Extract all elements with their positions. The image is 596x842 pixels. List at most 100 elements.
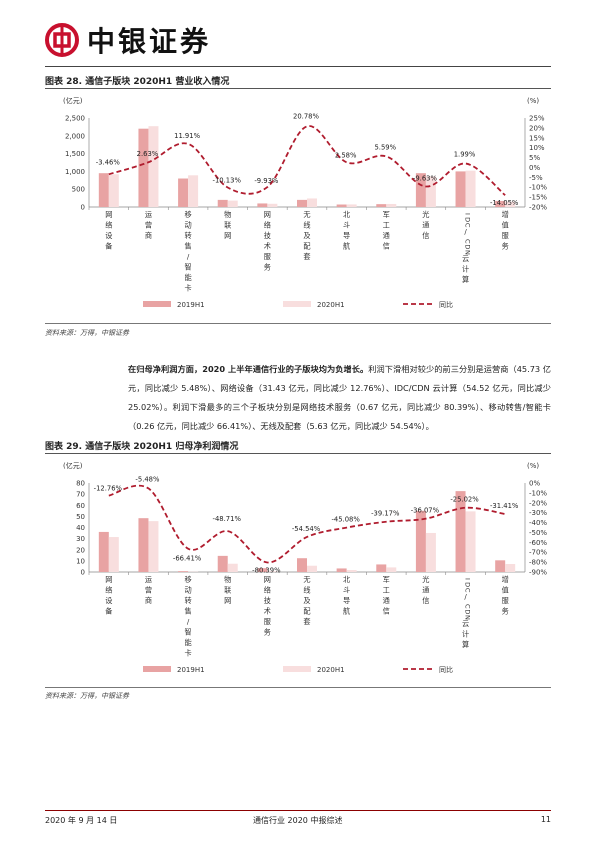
left-axis-unit: (亿元) bbox=[63, 96, 83, 105]
category-label-char: 转 bbox=[184, 231, 191, 240]
bar-2020h1 bbox=[227, 563, 238, 572]
bar-2019h1 bbox=[138, 128, 149, 207]
bar-2019h1 bbox=[297, 199, 307, 207]
right-tick-label: -50% bbox=[529, 529, 547, 537]
bar-2020h1 bbox=[465, 170, 476, 207]
category-label-char: 光 bbox=[422, 575, 429, 584]
paragraph-body: 利润下滑相对较少的前三分别是运营商（45.73 亿元，同比减少 5.48%）、网… bbox=[128, 364, 551, 431]
yoy-data-label: -31.41% bbox=[490, 502, 519, 510]
legend-label-2020h1: 2020H1 bbox=[317, 666, 345, 674]
category-label-char: 无 bbox=[303, 575, 310, 584]
bar-2020h1 bbox=[346, 570, 357, 572]
category-label-char: 通 bbox=[383, 231, 390, 240]
category-label-char: 网 bbox=[224, 596, 231, 605]
figure-28-chart: (亿元) (%) 0 500 1,000 1,500 2,000 2,500 -20% -15% -… bbox=[63, 96, 547, 309]
bar-2019h1 bbox=[415, 510, 426, 572]
legend-swatch-2020h1 bbox=[283, 666, 311, 672]
left-tick-label: 0 bbox=[81, 204, 85, 212]
category-label-char: 络 bbox=[105, 586, 112, 595]
category-label-char: 商 bbox=[145, 231, 152, 240]
legend-label-2020h1: 2020H1 bbox=[317, 301, 345, 309]
right-tick-label: -70% bbox=[529, 549, 547, 557]
category-label-char: 航 bbox=[343, 242, 350, 251]
category-label-char: 服 bbox=[264, 617, 271, 626]
right-tick-label: -20% bbox=[529, 499, 547, 507]
category-label-char: 智 bbox=[184, 628, 191, 637]
right-tick-label: -90% bbox=[529, 569, 547, 577]
yoy-data-label: 2.58% bbox=[335, 151, 357, 159]
category-label-char: 售 bbox=[184, 242, 191, 251]
left-tick-label: 40 bbox=[76, 524, 85, 532]
category-label-char: D bbox=[464, 244, 472, 249]
left-tick-label: 1,000 bbox=[65, 168, 85, 176]
left-tick-label: 20 bbox=[76, 546, 85, 554]
category-label-char: 运 bbox=[145, 575, 152, 584]
paragraph-lead: 在归母净利润方面，2020 上半年通信行业的子版块均为负增长。 bbox=[128, 364, 369, 374]
category-label-char: 增 bbox=[502, 575, 509, 584]
category-label-char: 斗 bbox=[343, 586, 350, 595]
category-label-char: 物 bbox=[224, 210, 231, 219]
right-tick-label: 20% bbox=[529, 124, 545, 132]
bar-2020h1 bbox=[108, 174, 119, 207]
bar-2020h1 bbox=[227, 200, 238, 207]
category-label-char: 网 bbox=[224, 231, 231, 240]
category-label-char: 设 bbox=[105, 596, 112, 605]
left-tick-label: 500 bbox=[72, 186, 85, 194]
bar-2019h1 bbox=[257, 203, 268, 207]
bar-2019h1 bbox=[98, 173, 109, 207]
right-tick-label: 5% bbox=[529, 154, 540, 162]
bar-2019h1 bbox=[336, 204, 347, 207]
category-label-char: 联 bbox=[224, 221, 231, 230]
figure-29-title: 图表 29. 通信子版块 2020H1 归母净利润情况 bbox=[45, 442, 239, 452]
yoy-data-label: 5.59% bbox=[374, 143, 396, 151]
left-tick-label: 2,000 bbox=[65, 132, 85, 140]
yoy-data-label: -9.93% bbox=[254, 177, 279, 185]
legend-swatch-2019h1 bbox=[143, 301, 171, 307]
bar-2019h1 bbox=[455, 171, 466, 207]
left-tick-label: 1,500 bbox=[65, 150, 85, 158]
bar-2020h1 bbox=[148, 521, 159, 572]
bar-2019h1 bbox=[217, 199, 228, 207]
figure-29-bottom-rule bbox=[45, 687, 551, 688]
left-tick-label: 50 bbox=[76, 513, 85, 521]
yoy-data-label: -36.07% bbox=[411, 507, 440, 515]
category-label-char: 备 bbox=[105, 607, 112, 616]
category-label-char: / bbox=[187, 617, 190, 626]
category-label-char: 能 bbox=[184, 638, 191, 647]
bar-2020h1 bbox=[267, 571, 278, 572]
left-tick-label: 80 bbox=[76, 480, 85, 488]
category-label-char: 营 bbox=[145, 221, 152, 230]
right-tick-label: 25% bbox=[529, 115, 545, 123]
bar-2020h1 bbox=[425, 532, 436, 572]
yoy-data-label: -48.71% bbox=[213, 515, 242, 523]
yoy-data-label: 20.78% bbox=[293, 112, 319, 120]
footer-report-title: 通信行业 2020 中报综述 bbox=[253, 816, 343, 825]
figure-29-top-rule bbox=[45, 453, 551, 454]
left-axis-unit: (亿元) bbox=[63, 461, 83, 470]
category-label-char: D bbox=[464, 582, 472, 587]
category-label-char: 计 bbox=[462, 630, 469, 639]
bar-2019h1 bbox=[495, 560, 506, 572]
bar-2020h1 bbox=[425, 176, 436, 207]
bar-2020h1 bbox=[505, 563, 516, 572]
category-label-char: 值 bbox=[502, 586, 509, 595]
bar-2019h1 bbox=[415, 173, 426, 207]
category-label-char: 及 bbox=[303, 596, 310, 605]
category-label-char: 信 bbox=[383, 242, 390, 251]
left-tick-label: 10 bbox=[76, 557, 85, 565]
category-label-char: 能 bbox=[184, 273, 191, 282]
category-label-char: / bbox=[187, 252, 190, 261]
category-label-char: 术 bbox=[264, 607, 271, 616]
category-label-char: 通 bbox=[422, 221, 429, 230]
category-label-char: 设 bbox=[105, 231, 112, 240]
legend-label-2019h1: 2019H1 bbox=[177, 666, 205, 674]
legend-label-yoy: 同比 bbox=[439, 300, 453, 309]
category-label-char: 术 bbox=[264, 242, 271, 251]
figure-29-source: 资料来源：万得，中银证券 bbox=[45, 692, 129, 700]
yoy-data-label: -10.13% bbox=[213, 176, 242, 184]
category-label-char: 网 bbox=[105, 575, 112, 584]
bar-2020h1 bbox=[465, 511, 476, 572]
category-label-char: 动 bbox=[184, 221, 191, 230]
category-label-char: 络 bbox=[264, 586, 271, 595]
bar-2020h1 bbox=[148, 126, 159, 207]
